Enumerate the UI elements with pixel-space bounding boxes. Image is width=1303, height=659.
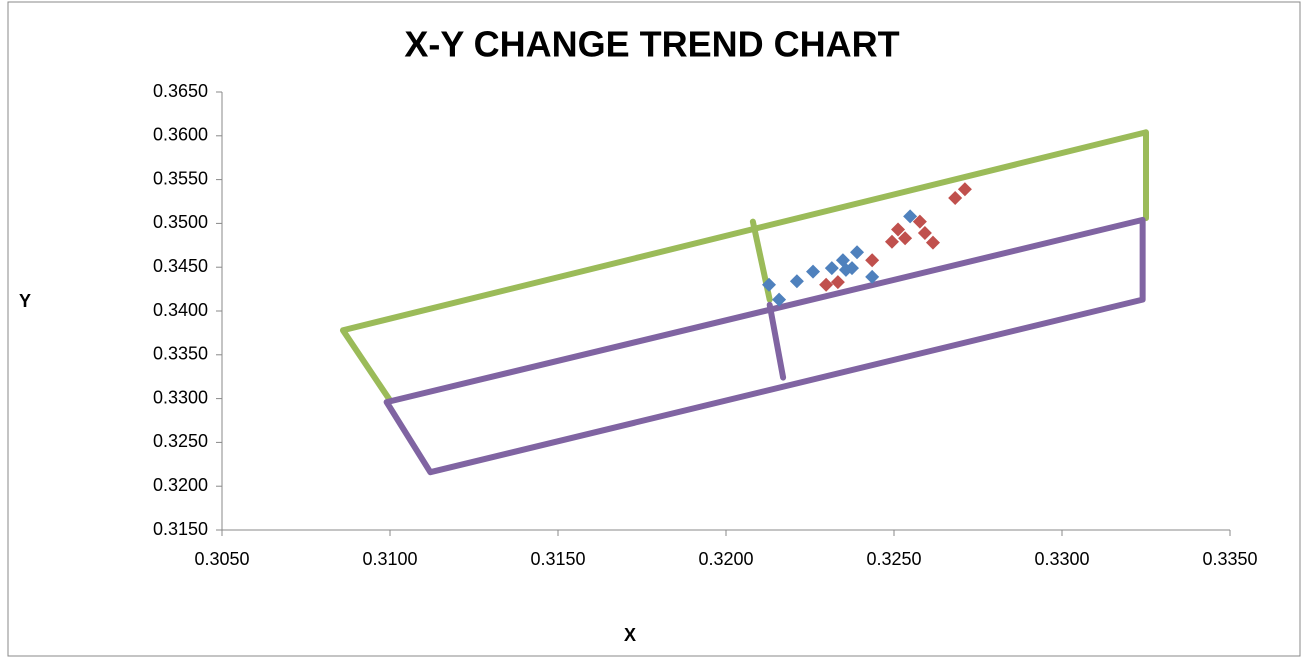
data-point bbox=[903, 209, 918, 224]
y-tick-label: 0.3300 bbox=[153, 387, 208, 407]
y-tick-label: 0.3650 bbox=[153, 81, 208, 101]
series-line bbox=[339, 129, 1149, 404]
y-tick-label: 0.3450 bbox=[153, 256, 208, 276]
x-tick-label: 0.3250 bbox=[866, 549, 921, 569]
data-point bbox=[830, 275, 845, 290]
y-tick-label: 0.3150 bbox=[153, 519, 208, 539]
data-point bbox=[772, 292, 787, 307]
data-point bbox=[819, 277, 834, 292]
data-point bbox=[948, 190, 963, 205]
series-line bbox=[383, 216, 1146, 476]
x-tick-label: 0.3300 bbox=[1034, 549, 1089, 569]
data-point bbox=[957, 182, 972, 197]
data-point bbox=[865, 253, 880, 268]
data-point bbox=[925, 235, 940, 250]
data-point bbox=[891, 222, 906, 237]
x-tick-label: 0.3150 bbox=[530, 549, 585, 569]
data-point bbox=[824, 261, 839, 276]
data-point bbox=[845, 261, 859, 276]
x-tick-label: 0.3200 bbox=[698, 549, 753, 569]
data-point bbox=[850, 245, 865, 260]
x-axis-label: X bbox=[624, 625, 636, 645]
x-tick-label: 0.3050 bbox=[194, 549, 249, 569]
data-point bbox=[912, 214, 927, 229]
y-tick-label: 0.3400 bbox=[153, 300, 208, 320]
y-tick-label: 0.3250 bbox=[153, 431, 208, 451]
series-line bbox=[766, 301, 787, 381]
data-point bbox=[806, 264, 821, 279]
data-point bbox=[762, 277, 777, 292]
chart-title: X-Y CHANGE TREND CHART bbox=[404, 24, 899, 65]
y-tick-label: 0.3500 bbox=[153, 212, 208, 232]
y-tick-label: 0.3200 bbox=[153, 475, 208, 495]
y-tick-label: 0.3600 bbox=[153, 125, 208, 145]
data-point bbox=[884, 234, 899, 249]
data-point bbox=[898, 231, 913, 246]
chart-border bbox=[7, 1, 1301, 657]
x-tick-label: 0.3350 bbox=[1202, 549, 1257, 569]
y-tick-label: 0.3350 bbox=[153, 344, 208, 364]
data-point bbox=[917, 226, 932, 241]
data-point bbox=[789, 274, 804, 289]
x-tick-label: 0.3100 bbox=[362, 549, 417, 569]
y-tick-label: 0.3550 bbox=[153, 168, 208, 188]
y-axis-label: Y bbox=[19, 291, 31, 311]
data-point bbox=[865, 269, 880, 284]
